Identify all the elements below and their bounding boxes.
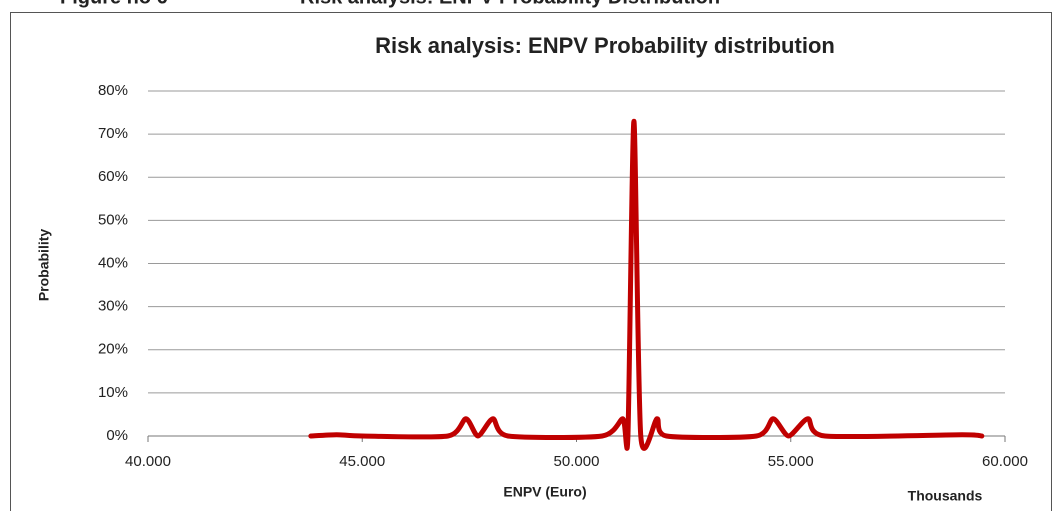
x-tick-label: 55.000 <box>768 453 814 470</box>
y-tick-label: 10% <box>98 384 128 401</box>
y-tick-label: 30% <box>98 298 128 315</box>
y-axis-label: Probability <box>36 229 52 302</box>
y-tick-label: 20% <box>98 341 128 358</box>
y-tick-label: 50% <box>98 211 128 228</box>
x-tick-label: 40.000 <box>125 453 171 470</box>
x-tick-label: 60.000 <box>982 453 1028 470</box>
x-axis-label: ENPV (Euro) <box>503 484 586 500</box>
chart-frame <box>10 12 1052 511</box>
x-tick-label: 50.000 <box>554 453 600 470</box>
chart-title: Risk analysis: ENPV Probability distribu… <box>375 33 835 58</box>
y-tick-label: 40% <box>98 254 128 271</box>
y-tick-label: 70% <box>98 125 128 142</box>
y-tick-label: 80% <box>98 82 128 99</box>
caption-text: Risk analysis: ENPV Probability Distribu… <box>300 0 720 8</box>
caption-label: Figure no 6 <box>60 0 168 8</box>
x-tick-label: 45.000 <box>339 453 385 470</box>
y-tick-label: 0% <box>106 427 128 444</box>
y-tick-label: 60% <box>98 168 128 185</box>
data-line <box>308 118 985 451</box>
x-axis-unit: Thousands <box>908 488 983 504</box>
